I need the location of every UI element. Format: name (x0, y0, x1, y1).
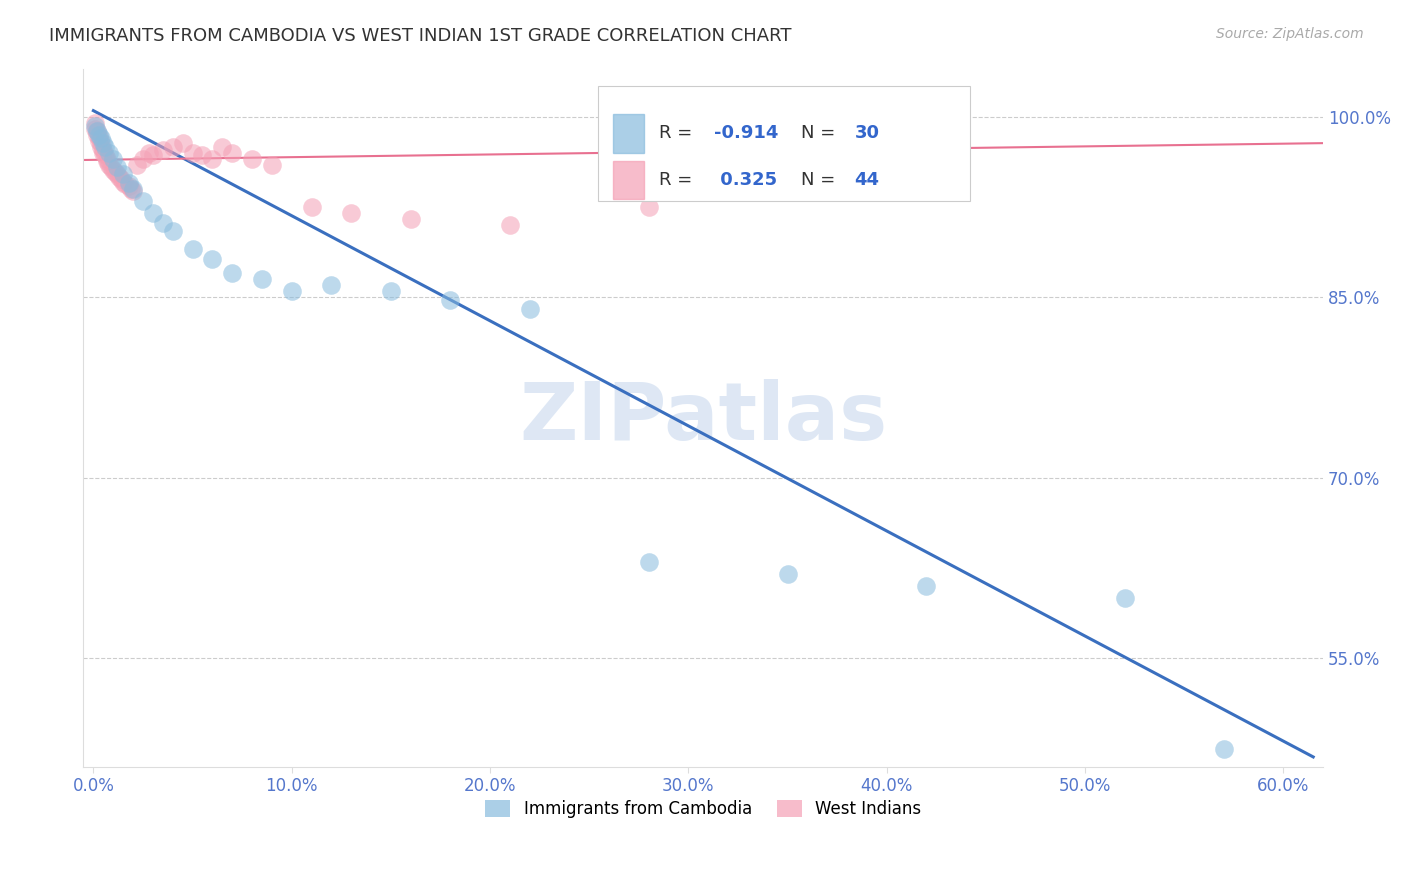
Point (120, 182, 142, 196)
Text: R =: R = (658, 125, 697, 143)
Point (172, 136, 194, 150)
Point (340, 206, 363, 220)
Text: ZIPatlas: ZIPatlas (519, 378, 887, 457)
Point (96, 152, 118, 166)
Point (122, 182, 145, 196)
Point (105, 168, 128, 182)
Point (519, 302, 541, 317)
Text: R =: R = (658, 171, 697, 189)
Point (90, 136, 112, 150)
Point (1114, 591, 1136, 605)
Point (103, 162, 125, 177)
Point (89, 128, 111, 142)
Point (100, 160, 122, 174)
Point (112, 175, 135, 189)
Point (84, 121, 107, 136)
Point (90, 131, 112, 145)
Point (201, 152, 224, 166)
Point (776, 566, 799, 581)
Point (1213, 741, 1236, 756)
Point (104, 165, 127, 179)
Text: 0.325: 0.325 (714, 171, 778, 189)
FancyBboxPatch shape (598, 86, 970, 202)
Text: Source: ZipAtlas.com: Source: ZipAtlas.com (1216, 27, 1364, 41)
Point (250, 272, 273, 286)
Text: N =: N = (801, 125, 841, 143)
Point (125, 158, 148, 172)
Point (98, 145, 121, 160)
Point (499, 218, 522, 232)
Point (181, 145, 204, 160)
Point (84, 120, 107, 134)
Text: 30: 30 (855, 125, 880, 143)
Point (162, 224, 184, 238)
Point (915, 579, 938, 593)
Point (637, 555, 659, 569)
Point (91, 144, 114, 158)
Point (86, 124, 108, 138)
Point (89, 134, 111, 148)
Point (191, 148, 214, 162)
Point (114, 177, 136, 191)
Text: IMMIGRANTS FROM CAMBODIA VS WEST INDIAN 1ST GRADE CORRELATION CHART: IMMIGRANTS FROM CAMBODIA VS WEST INDIAN … (49, 27, 792, 45)
Bar (613, 161, 644, 200)
Point (86, 124, 108, 138)
Point (142, 148, 165, 162)
Point (221, 266, 243, 280)
Point (105, 160, 128, 174)
Point (152, 144, 174, 158)
Text: N =: N = (801, 171, 841, 189)
Point (637, 200, 659, 214)
Point (122, 184, 145, 198)
Point (181, 242, 204, 256)
Point (91, 145, 114, 160)
Point (91, 136, 114, 150)
Point (103, 152, 125, 166)
Point (211, 140, 233, 154)
Point (118, 179, 141, 194)
Point (118, 176, 141, 190)
Point (321, 278, 343, 293)
Point (439, 293, 461, 307)
Point (260, 158, 283, 172)
Point (89, 130, 111, 145)
Point (138, 145, 160, 160)
Point (94, 148, 117, 162)
Point (280, 284, 302, 298)
Text: 44: 44 (855, 171, 880, 189)
Point (380, 284, 402, 298)
Point (86, 128, 108, 142)
Point (98, 158, 121, 172)
Point (96, 154, 118, 169)
Point (94, 140, 117, 154)
Point (201, 252, 224, 266)
Point (221, 145, 243, 160)
Point (108, 169, 131, 184)
Point (301, 200, 323, 214)
Legend: Immigrants from Cambodia, West Indians: Immigrants from Cambodia, West Indians (478, 793, 928, 824)
Point (90, 140, 112, 154)
Point (112, 168, 135, 182)
Point (240, 152, 263, 166)
Point (132, 194, 155, 208)
Point (110, 172, 132, 186)
Point (132, 152, 155, 166)
Bar (613, 114, 644, 153)
Point (162, 140, 184, 154)
Point (399, 211, 422, 226)
Text: -0.914: -0.914 (714, 125, 779, 143)
Point (152, 216, 174, 230)
Point (142, 206, 165, 220)
Point (84, 116, 107, 130)
